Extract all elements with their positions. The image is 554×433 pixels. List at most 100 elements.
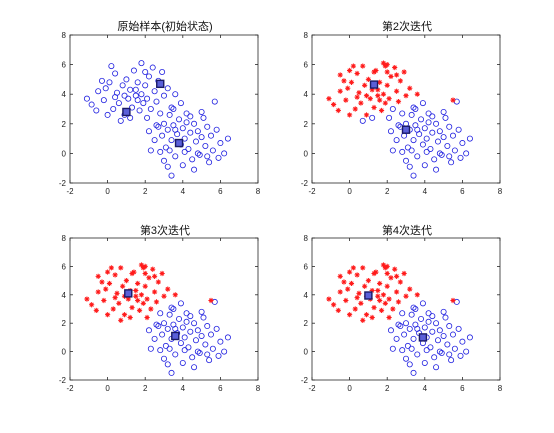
point-cluster-2 xyxy=(433,320,440,327)
point-cluster-2 xyxy=(431,354,438,361)
subplot-title: 第2次迭代 xyxy=(382,19,432,33)
point-cluster-2 xyxy=(164,325,171,332)
point-cluster-2 xyxy=(119,82,126,89)
point-cluster-2 xyxy=(429,129,436,136)
point-cluster-1 xyxy=(388,73,394,80)
point-cluster-1 xyxy=(390,306,396,312)
point-cluster-2 xyxy=(221,348,228,355)
point-cluster-1 xyxy=(407,85,413,91)
point-cluster-2 xyxy=(418,116,425,123)
point-cluster-1 xyxy=(384,82,390,88)
point-cluster-1 xyxy=(152,273,158,279)
point-cluster-2 xyxy=(410,172,417,179)
point-cluster-2 xyxy=(187,113,194,120)
point-cluster-2 xyxy=(147,106,154,113)
subplot-title: 第4次迭代 xyxy=(382,223,432,237)
point-cluster-2 xyxy=(98,77,105,84)
point-cluster-1 xyxy=(365,76,371,82)
point-cluster-2 xyxy=(386,114,393,121)
point-cluster-2 xyxy=(192,337,199,344)
point-cluster-1 xyxy=(354,70,360,77)
point-cluster-2 xyxy=(463,348,470,355)
point-cluster-2 xyxy=(164,361,171,368)
point-cluster-2 xyxy=(402,320,409,327)
point-cluster-1 xyxy=(326,96,332,102)
point-cluster-2 xyxy=(466,135,473,142)
point-cluster-1 xyxy=(118,317,124,323)
point-cluster-2 xyxy=(438,350,445,357)
point-cluster-2 xyxy=(436,348,443,355)
point-cluster-1 xyxy=(380,91,387,97)
point-cluster-1 xyxy=(382,63,388,69)
point-cluster-2 xyxy=(446,351,453,358)
point-cluster-2 xyxy=(423,135,430,142)
point-cluster-2 xyxy=(191,364,198,371)
axes-box xyxy=(311,34,501,184)
point-cluster-1 xyxy=(345,85,351,91)
point-cluster-2 xyxy=(125,95,132,102)
point-cluster-2 xyxy=(168,104,175,111)
point-cluster-2 xyxy=(436,327,443,334)
point-cluster-2 xyxy=(191,320,198,327)
point-cluster-2 xyxy=(387,327,394,334)
point-cluster-1 xyxy=(326,296,332,302)
point-cluster-1 xyxy=(337,88,343,94)
point-cluster-1 xyxy=(347,112,353,118)
point-cluster-2 xyxy=(198,332,205,339)
point-cluster-2 xyxy=(401,331,408,338)
point-cluster-1 xyxy=(165,286,171,292)
point-cluster-1 xyxy=(360,63,366,69)
subplot-title: 第3次迭代 xyxy=(140,223,190,237)
axes-box xyxy=(69,237,259,381)
point-cluster-2 xyxy=(404,342,411,349)
point-cluster-2 xyxy=(207,331,214,338)
y-tick-label: 4 xyxy=(304,291,309,300)
x-tick-label: 4 xyxy=(423,384,428,393)
point-cluster-2 xyxy=(421,324,428,331)
point-cluster-1 xyxy=(136,307,143,314)
point-cluster-1 xyxy=(135,297,141,304)
point-cluster-1 xyxy=(363,112,370,118)
point-cluster-2 xyxy=(402,157,409,164)
x-tick-label: 4 xyxy=(423,187,428,196)
point-cluster-2 xyxy=(179,125,186,132)
point-cluster-2 xyxy=(185,145,192,152)
axes-box xyxy=(69,34,259,184)
point-cluster-2 xyxy=(434,337,441,344)
cluster-center-marker xyxy=(124,289,133,298)
point-cluster-1 xyxy=(392,64,398,71)
point-cluster-1 xyxy=(397,78,403,84)
point-cluster-2 xyxy=(196,350,203,357)
point-cluster-2 xyxy=(159,132,166,139)
point-cluster-2 xyxy=(129,104,136,111)
point-cluster-1 xyxy=(345,286,351,292)
point-cluster-1 xyxy=(114,290,120,296)
point-cluster-2 xyxy=(444,341,451,348)
y-tick-label: -2 xyxy=(59,179,67,188)
cluster-center-marker xyxy=(122,107,131,117)
point-cluster-1 xyxy=(388,275,394,281)
point-cluster-1 xyxy=(401,69,407,75)
point-cluster-2 xyxy=(183,310,190,317)
y-tick-label: 6 xyxy=(62,61,67,70)
point-cluster-2 xyxy=(213,325,220,332)
point-cluster-1 xyxy=(89,302,95,308)
point-cluster-1 xyxy=(140,265,146,271)
x-tick-label: 6 xyxy=(218,384,223,393)
point-cluster-2 xyxy=(202,142,209,149)
point-cluster-1 xyxy=(375,87,381,93)
point-cluster-1 xyxy=(161,293,167,299)
point-cluster-1 xyxy=(347,67,353,74)
point-cluster-2 xyxy=(217,140,224,147)
point-cluster-2 xyxy=(134,79,141,86)
point-cluster-2 xyxy=(207,132,214,139)
point-cluster-2 xyxy=(451,147,458,154)
x-tick-label: 0 xyxy=(347,187,352,196)
point-cluster-2 xyxy=(410,369,417,376)
point-cluster-2 xyxy=(142,82,149,89)
point-cluster-1 xyxy=(352,106,358,112)
point-cluster-1 xyxy=(152,289,158,295)
point-cluster-2 xyxy=(410,104,417,111)
point-cluster-1 xyxy=(377,97,383,103)
point-cluster-1 xyxy=(146,275,152,281)
